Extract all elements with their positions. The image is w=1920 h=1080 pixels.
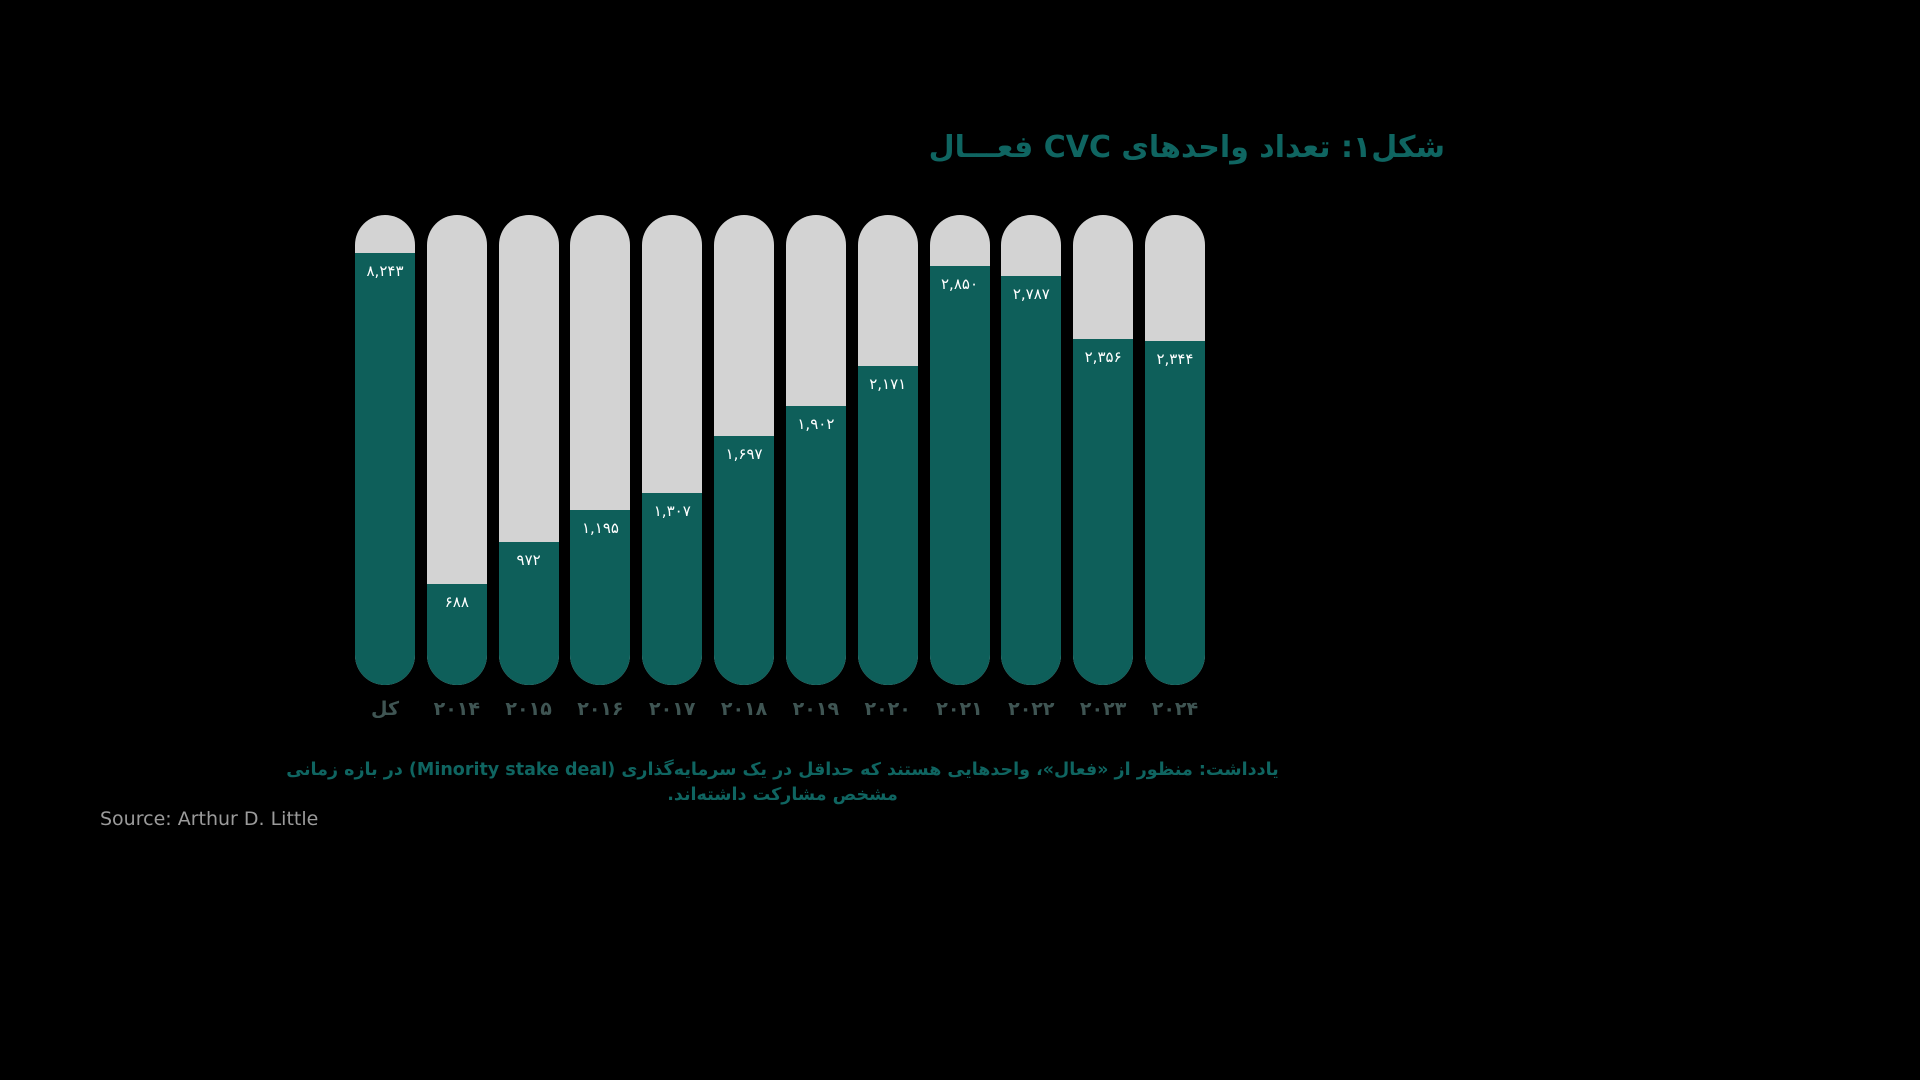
x-axis-label: ۲۰۱۴: [433, 698, 480, 720]
bar-fill: ۱,۳۰۷: [642, 493, 703, 685]
x-axis-label: ۲۰۱۶: [577, 698, 624, 720]
bar-2850: ۲,۸۵۰: [929, 215, 990, 685]
x-axis-label: ۲۰۲۰: [864, 698, 911, 720]
x-axis: کل ۲۰۱۴ ۲۰۱۵ ۲۰۱۶ ۲۰۱۷ ۲۰۱۸ ۲۰۱۹ ۲۰۲۰ ۲۰۲۱ ۲۰۲۲ ۲۰…: [355, 698, 1205, 720]
bar-fill: ۹۷۲: [498, 542, 559, 685]
bar-688: ۶۸۸: [426, 215, 487, 685]
x-axis-label: کل: [370, 698, 399, 720]
bar-1902: ۱,۹۰۲: [785, 215, 846, 685]
bar-value-label: ۱,۶۹۷: [725, 444, 763, 463]
bar-1195: ۱,۱۹۵: [570, 215, 631, 685]
bar-2171: ۲,۱۷۱: [857, 215, 918, 685]
bar-value-label: ۱,۹۰۲: [797, 414, 835, 433]
bar-value-label: ۲,۳۴۴: [1156, 349, 1194, 368]
bar-fill: ۱,۹۰۲: [785, 405, 846, 685]
bar-fill: ۲,۷۸۷: [1001, 275, 1062, 685]
bar-value-label: ۶۸۸: [444, 592, 469, 611]
x-axis-label: ۲۰۲۲: [1008, 698, 1055, 720]
bar-value-label: ۲,۱۷۱: [869, 375, 907, 394]
bar-2344: ۲,۳۴۴: [1144, 215, 1205, 685]
bar-fill: ۸,۲۴۳: [355, 252, 415, 685]
bar-value-label: ۱,۳۰۷: [653, 502, 691, 521]
bar-fill: ۲,۱۷۱: [857, 366, 918, 685]
bar-1697: ۱,۶۹۷: [714, 215, 775, 685]
bar-total: ۸,۲۴۳: [355, 215, 415, 685]
bar-fill: ۲,۳۴۴: [1144, 340, 1205, 685]
chart-title: شکل۱: تعداد واحدهای CVC فعـــال: [928, 130, 1445, 165]
x-axis-label: ۲۰۲۳: [1079, 698, 1127, 720]
bar-fill: ۶۸۸: [426, 583, 487, 685]
bar-fill: ۱,۶۹۷: [714, 435, 775, 685]
x-axis-label: ۲۰۲۴: [1151, 698, 1199, 720]
bar-value-label: ۲,۸۵۰: [941, 275, 978, 294]
x-axis-label: ۲۰۱۹: [792, 698, 840, 720]
x-axis-label: ۲۰۲۱: [936, 698, 983, 720]
note-text: یادداشت: منظور از «فعال»، واحدهایی هستند…: [286, 760, 1279, 805]
bar-972: ۹۷۲: [498, 215, 559, 685]
bar-fill: ۲,۳۵۶: [1073, 338, 1134, 685]
x-axis-label: ۲۰۱۵: [505, 698, 552, 720]
bar-value-label: ۹۷۲: [516, 551, 541, 570]
bar-fill: ۱,۱۹۵: [570, 509, 631, 685]
x-axis-label: ۲۰۱۷: [649, 698, 696, 720]
x-axis-label: ۲۰۱۸: [720, 698, 768, 720]
bar-value-label: ۸,۲۴۳: [366, 261, 404, 280]
bar-2356: ۲,۳۵۶: [1073, 215, 1134, 685]
bar-2787: ۲,۷۸۷: [1001, 215, 1062, 685]
source-text: Source: Arthur D. Little: [100, 808, 319, 830]
bar-value-label: ۲,۳۵۶: [1084, 347, 1122, 366]
bar-1307: ۱,۳۰۷: [642, 215, 703, 685]
bar-fill: ۲,۸۵۰: [929, 266, 990, 685]
bar-value-label: ۱,۱۹۵: [581, 518, 619, 537]
bar-value-label: ۲,۷۸۷: [1012, 284, 1050, 303]
bar-chart: ۸,۲۴۳ ۶۸۸ ۹۷۲ ۱,۱۹۵ ۱,۳۰۷ ۱,۶۹۷ ۱,۹۰۲ ۲,۱۷۱ ۲,۸۵…: [355, 215, 1205, 685]
